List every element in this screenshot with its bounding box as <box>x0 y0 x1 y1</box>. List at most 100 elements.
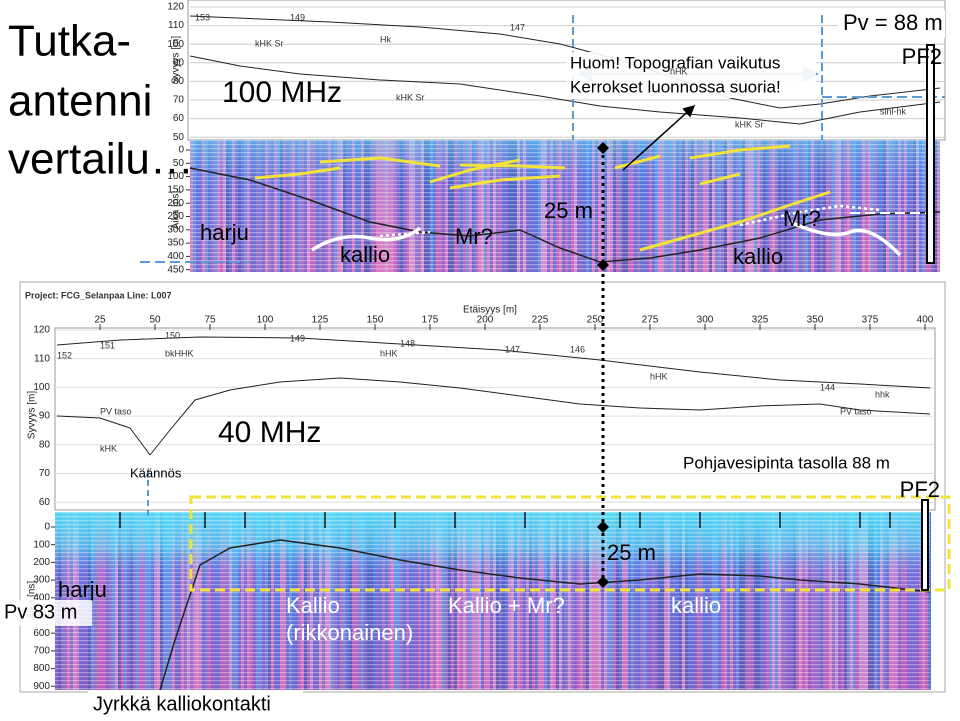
y-tick-label: 100 <box>167 171 184 182</box>
grid: 1201101009080706050050100150200250300350… <box>33 2 945 692</box>
reflector <box>699 172 741 186</box>
y-tick-label: 100 <box>33 382 50 393</box>
y-tick-label: 600 <box>33 628 50 639</box>
reflector <box>614 154 661 170</box>
note-arrow <box>622 104 696 171</box>
y-tick-label: 70 <box>173 95 185 106</box>
frequency: 100 MHz <box>222 76 342 109</box>
profile: PF2 <box>900 477 940 502</box>
label: Pv 83 m <box>4 601 77 623</box>
reflector <box>429 158 521 184</box>
small-label: 153 <box>195 12 210 22</box>
y-tick-label: 50 <box>173 132 185 143</box>
x-tick-label: 275 <box>642 315 659 326</box>
y-tick-label: 120 <box>167 2 184 13</box>
label: Jyrkkä kalliokontakti <box>93 693 271 715</box>
bottom-radar-stripes <box>55 512 930 690</box>
y-tick-label: 50 <box>173 158 185 169</box>
small-label: sihl-hk <box>880 106 907 116</box>
small-label: 147 <box>505 344 520 354</box>
y-tick-label: 200 <box>33 557 50 568</box>
y-tick-label: 100 <box>33 539 50 550</box>
small-label: 148 <box>400 338 415 348</box>
y-tick-label: 110 <box>168 20 184 31</box>
y-tick-label: 0 <box>178 145 184 156</box>
label: 25 m <box>544 198 593 223</box>
layer-line <box>189 55 941 125</box>
diamond <box>597 521 609 533</box>
x-tick-label: 350 <box>807 315 824 326</box>
x-tick-label: 125 <box>312 315 329 326</box>
y-tick-label: 300 <box>33 575 50 586</box>
label: Mr? <box>455 224 493 249</box>
diamond <box>597 576 609 588</box>
y-tick-label: 350 <box>167 238 184 249</box>
x-tick-label: 25 <box>94 315 106 326</box>
distance-markers <box>597 142 609 588</box>
small-label: kHK Sr <box>396 92 425 102</box>
label: kallio <box>340 242 390 267</box>
note: Kerrokset luonnossa suoria! <box>570 77 781 96</box>
y-tick-label: 900 <box>33 681 50 692</box>
label-bg <box>88 690 303 721</box>
x-tick-label: 375 <box>862 315 879 326</box>
x-tick-label: 250 <box>587 315 604 326</box>
top-radargram <box>187 0 946 272</box>
water-level: Pv = 88 m <box>843 10 943 35</box>
x-tick-label: 100 <box>257 315 274 326</box>
axis-title: Aika [ns] <box>171 191 182 230</box>
small-label: hhk <box>875 389 890 399</box>
y-tick-label: 150 <box>167 185 184 196</box>
highlight-box <box>189 495 951 592</box>
x-tick-label: 200 <box>477 315 494 326</box>
small-labels: 153 149 147 kHK Sr Hk hHK kHK Sr kHK Sr sihl-hk 1… <box>57 12 907 453</box>
label: harju <box>58 577 107 602</box>
label: Mr? <box>783 206 821 231</box>
y-tick-label: 80 <box>173 76 185 87</box>
note-bg <box>566 52 816 98</box>
label-bg <box>0 600 92 626</box>
bottom-radargram <box>19 281 946 693</box>
small-label: 146 <box>570 344 585 354</box>
small-label: 152 <box>57 350 72 360</box>
title: Tutka- <box>8 17 131 66</box>
reflector <box>639 190 831 252</box>
axis-title: Syvyys [m] <box>27 391 38 440</box>
radar-surface-line <box>159 539 931 691</box>
y-tick-label: 0 <box>44 522 50 533</box>
label: Kallio <box>286 593 340 618</box>
reflector <box>319 156 441 168</box>
y-tick-label: 70 <box>39 468 51 479</box>
label: Kallio + Mr? <box>448 593 565 618</box>
y-tick-label: 700 <box>33 646 50 657</box>
y-tick-label: 110 <box>34 353 50 364</box>
note: Huom! Topografian vaikutus <box>570 53 780 72</box>
x-tick-label: 75 <box>204 315 216 326</box>
bedrock-line <box>311 226 422 252</box>
bedrock-dotted <box>739 204 881 227</box>
bedrock-dotted <box>379 230 431 238</box>
small-label: hHK <box>670 66 688 76</box>
y-tick-label: 800 <box>33 663 50 674</box>
y-tick-label: 250 <box>167 211 184 222</box>
y-tick-label: 300 <box>167 224 184 235</box>
y-tick-label: 90 <box>173 57 185 68</box>
y-tick-label: 90 <box>39 411 51 422</box>
bottom-profile-lines <box>56 336 931 691</box>
yellow-reflectors <box>254 144 831 252</box>
y-tick-label: 80 <box>39 439 51 450</box>
label: kallio <box>671 593 721 618</box>
title: vertailu… <box>8 135 194 184</box>
small-label: kHK Sr <box>255 38 284 48</box>
label: 25 m <box>607 540 656 565</box>
project: Project: FCG_Selanpaa Line: L007 <box>25 290 172 300</box>
small-label: 149 <box>290 333 305 343</box>
y-tick-label: 200 <box>167 198 184 209</box>
trace-markers <box>119 512 891 528</box>
diamond <box>597 259 609 271</box>
y-tick-label: 450 <box>167 264 184 275</box>
reflector <box>459 163 566 170</box>
pf2-bar <box>921 499 929 591</box>
small-label: hHK <box>650 371 668 381</box>
